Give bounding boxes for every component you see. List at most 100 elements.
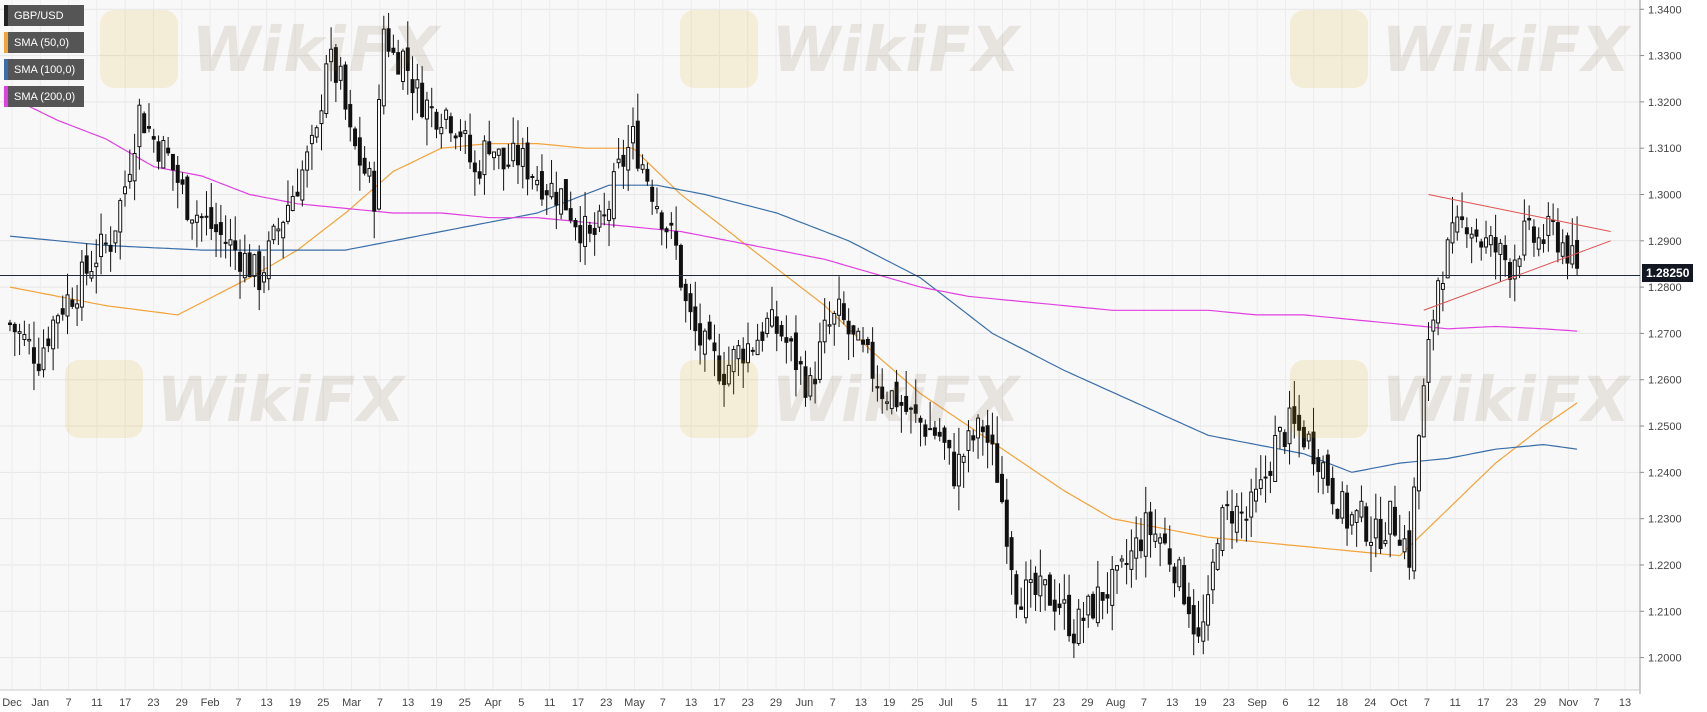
y-tick-label: 1.2700 — [1648, 328, 1682, 340]
candle — [1033, 572, 1038, 595]
candle — [784, 337, 789, 343]
candle — [539, 171, 544, 200]
x-tick-label: 6 — [1282, 697, 1288, 709]
legend-item[interactable]: SMA (100,0) — [4, 59, 85, 80]
candle — [204, 215, 209, 218]
candle — [118, 200, 123, 233]
candle — [276, 228, 281, 232]
candle — [932, 427, 937, 436]
candle — [156, 141, 161, 162]
candle — [146, 126, 151, 129]
candle — [1158, 537, 1163, 544]
candle — [1531, 226, 1536, 243]
candle — [760, 331, 765, 341]
x-tick-label: 24 — [1364, 697, 1376, 709]
candle — [976, 417, 981, 439]
y-tick-label: 1.3100 — [1648, 143, 1682, 155]
candle — [707, 321, 712, 340]
candle — [1484, 237, 1489, 248]
candle — [51, 319, 56, 350]
candle — [1105, 594, 1110, 599]
candle — [12, 323, 17, 333]
x-tick-label: 11 — [91, 697, 102, 709]
x-tick-label: 7 — [1424, 697, 1430, 709]
candle — [841, 303, 846, 321]
candle — [1210, 561, 1215, 591]
candle — [1191, 605, 1196, 635]
x-tick-label: 25 — [459, 697, 471, 709]
candle — [1445, 239, 1450, 279]
candle — [170, 153, 175, 171]
x-tick-label: 17 — [1025, 697, 1037, 709]
candle — [218, 222, 223, 236]
candle — [1009, 537, 1014, 571]
x-tick-label: Feb — [201, 697, 220, 709]
candle — [1254, 488, 1258, 502]
candle — [750, 349, 755, 352]
candle — [611, 171, 616, 220]
x-tick-label: 13 — [402, 697, 414, 709]
candle — [1522, 220, 1527, 256]
candle — [774, 316, 779, 334]
candle — [1378, 518, 1383, 550]
candle — [429, 106, 434, 109]
candle — [353, 128, 358, 147]
candle — [942, 427, 947, 443]
candle — [1311, 431, 1316, 465]
candle — [477, 171, 482, 179]
candle — [908, 407, 913, 410]
candle — [1023, 579, 1028, 619]
x-tick-label: 23 — [742, 697, 754, 709]
candle — [654, 206, 659, 210]
candle — [400, 50, 405, 83]
candle — [496, 148, 501, 156]
candle — [746, 343, 750, 364]
candle — [1110, 568, 1115, 606]
candle — [137, 104, 142, 148]
candle — [223, 241, 228, 244]
x-tick-label: 17 — [119, 697, 131, 709]
candle — [424, 99, 429, 120]
candle — [377, 98, 381, 210]
candle — [1215, 543, 1220, 570]
candle — [1349, 514, 1354, 526]
candle — [372, 170, 377, 212]
x-tick-label: 17 — [713, 697, 725, 709]
candle — [31, 347, 36, 364]
candle — [678, 244, 683, 288]
candle — [985, 425, 990, 443]
candle — [1220, 507, 1225, 551]
candle — [1067, 594, 1072, 637]
candle — [22, 334, 27, 340]
candle — [861, 339, 866, 345]
candle — [602, 214, 607, 217]
candle — [1234, 505, 1239, 533]
candle — [515, 144, 520, 166]
candle — [1321, 462, 1326, 479]
candle — [448, 116, 453, 134]
x-tick-label: 29 — [1534, 697, 1546, 709]
candle — [1460, 216, 1465, 221]
legend-item[interactable]: SMA (200,0) — [4, 86, 85, 107]
candle — [1517, 258, 1522, 267]
candle — [233, 240, 238, 251]
candle — [712, 342, 717, 352]
x-tick-label: Nov — [1559, 697, 1579, 709]
candle — [1507, 262, 1512, 280]
trendline — [1428, 194, 1611, 233]
candle — [285, 204, 290, 222]
candle — [1345, 492, 1350, 529]
legend-item[interactable]: GBP/USD — [4, 5, 85, 26]
candle — [214, 224, 219, 233]
candle — [1263, 476, 1268, 479]
candle — [1455, 216, 1460, 233]
y-tick-label: 1.2000 — [1648, 653, 1682, 665]
candle — [1292, 406, 1297, 424]
candle — [1004, 499, 1009, 547]
legend-item[interactable]: SMA (50,0) — [4, 32, 85, 53]
candle — [736, 345, 741, 360]
candle — [1019, 606, 1024, 610]
x-tick-label: 11 — [544, 697, 555, 709]
candle — [1440, 283, 1445, 290]
candle — [583, 215, 588, 247]
